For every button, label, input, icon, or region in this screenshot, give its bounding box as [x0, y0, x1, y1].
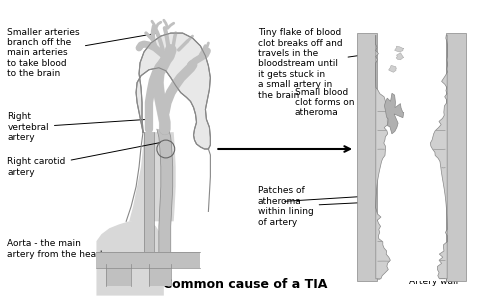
- Polygon shape: [144, 132, 154, 252]
- Text: Patches of
atheroma
within lining
of artery: Patches of atheroma within lining of art…: [258, 186, 382, 227]
- FancyBboxPatch shape: [357, 33, 377, 281]
- Polygon shape: [97, 220, 164, 296]
- Text: Common cause of a TIA: Common cause of a TIA: [163, 278, 327, 291]
- Polygon shape: [430, 35, 447, 279]
- Text: Right
vertebral
artery: Right vertebral artery: [8, 112, 146, 142]
- FancyBboxPatch shape: [446, 33, 466, 281]
- Polygon shape: [396, 53, 404, 60]
- Text: Aorta - the main
artery from the heart: Aorta - the main artery from the heart: [8, 239, 153, 260]
- Polygon shape: [157, 129, 173, 252]
- Text: Artery wall: Artery wall: [409, 277, 458, 286]
- Polygon shape: [384, 93, 404, 134]
- Polygon shape: [129, 132, 176, 221]
- Polygon shape: [376, 35, 390, 279]
- Polygon shape: [395, 46, 404, 52]
- Text: Tiny flake of blood
clot breaks off and
travels in the
bloodstream until
it gets: Tiny flake of blood clot breaks off and …: [258, 28, 396, 99]
- Polygon shape: [136, 33, 210, 149]
- FancyBboxPatch shape: [377, 33, 446, 281]
- Text: Small blood
clot forms on
atheroma: Small blood clot forms on atheroma: [295, 88, 398, 117]
- Polygon shape: [389, 65, 396, 72]
- Text: Right carotid
artery: Right carotid artery: [8, 143, 160, 176]
- Text: Smaller arteries
branch off the
main arteries
to take blood
to the brain: Smaller arteries branch off the main art…: [8, 28, 155, 78]
